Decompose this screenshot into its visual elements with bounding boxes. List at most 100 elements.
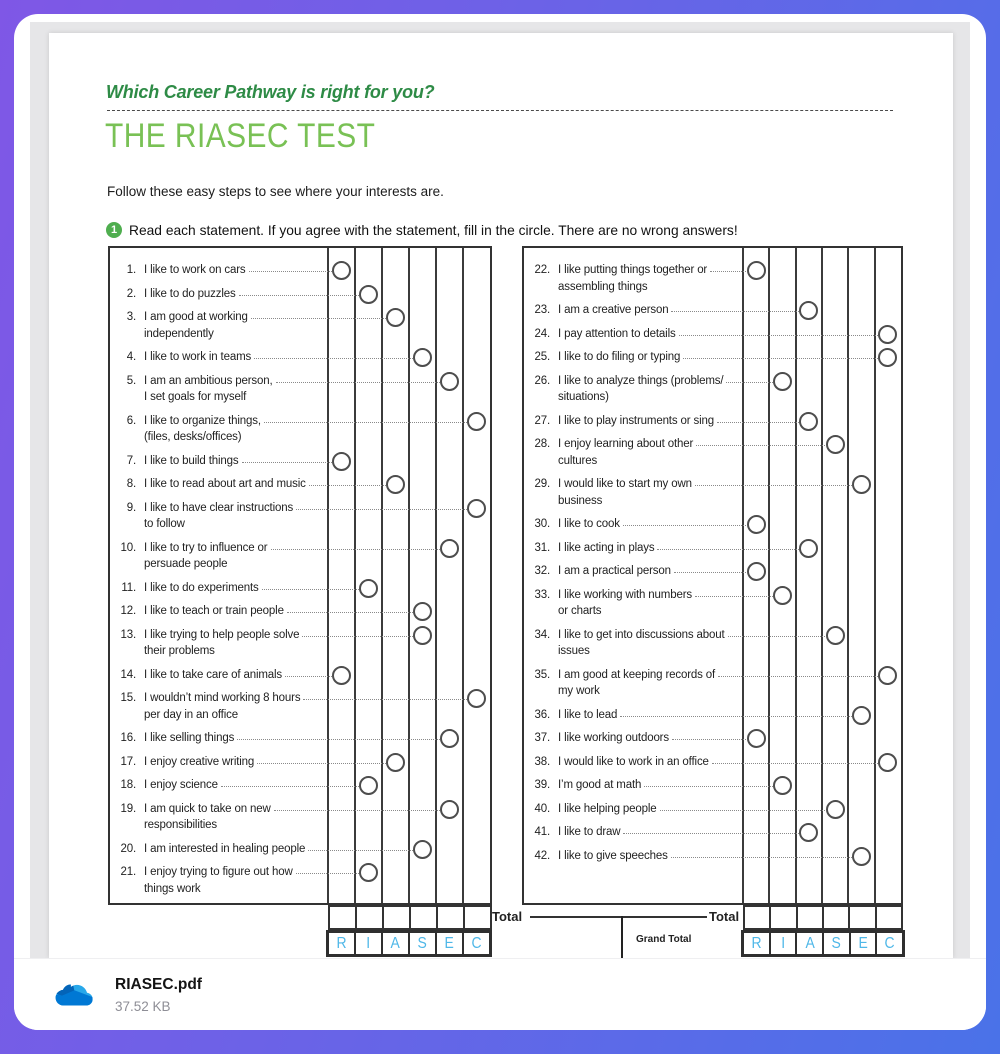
statement-text: I like to read about art and music <box>144 478 306 490</box>
dotted-leader <box>727 627 826 637</box>
dotted-leader <box>286 603 413 613</box>
statement-text: I like trying to help people solve their … <box>144 628 300 658</box>
step-text: Read each statement. If you agree with t… <box>129 222 738 238</box>
statement-number: 35. <box>534 668 550 681</box>
statement-number: 20. <box>120 842 136 855</box>
answer-circle <box>799 538 819 558</box>
statement-text: I like to draw <box>558 826 621 838</box>
answer-circle <box>825 799 845 819</box>
answer-circle <box>332 261 351 280</box>
statement-number: 41. <box>534 826 550 838</box>
statement-row: 9. I like to have clear instructions to fo… <box>110 498 490 533</box>
total-cell <box>874 907 901 928</box>
answer-circle <box>413 839 432 859</box>
eyebrow-heading: Which Career Pathway is right for you? <box>106 82 435 102</box>
column-line <box>462 248 464 903</box>
statement-number: 27. <box>534 414 550 427</box>
answer-circle <box>332 665 351 685</box>
dotted-leader <box>678 326 878 336</box>
total-cell <box>769 907 795 928</box>
column-line <box>435 248 437 903</box>
dotted-leader <box>296 500 467 510</box>
statement-row: 5. I am an ambitious person, I set goals f… <box>110 371 490 406</box>
dotted-leader <box>726 373 773 383</box>
onedrive-cloud-icon <box>55 983 93 1006</box>
statement-row: 15. I wouldn’t mind working 8 hours per da… <box>110 689 490 723</box>
answer-circle <box>359 776 378 795</box>
statement-text: I am good at working independently <box>144 311 248 340</box>
statement-number: 29. <box>534 478 550 490</box>
answer-circle <box>746 261 766 280</box>
statement-row: 12. I like to teach or train people <box>110 602 490 621</box>
riasec-letter-cell: I <box>768 933 796 954</box>
statement-text: I like to work in teams <box>144 351 252 363</box>
column-line <box>354 248 356 903</box>
answer-circle <box>359 578 378 598</box>
answer-circle <box>746 562 766 581</box>
statement-number: 25. <box>534 351 550 363</box>
statement-text: I would like to start my own business <box>558 478 692 507</box>
answer-circle <box>413 348 432 367</box>
statement-number: 38. <box>534 755 550 768</box>
answer-circle <box>878 665 898 685</box>
grand-total-label: Grand Total <box>636 934 692 945</box>
statement-row: 16. I like selling things <box>110 729 490 748</box>
riasec-letter-cell: I <box>354 933 381 954</box>
total-cell <box>409 907 436 928</box>
statement-number: 8. <box>126 478 136 490</box>
statement-row: 4. I like to work in teams <box>110 348 490 367</box>
statement-text: I like to teach or train people <box>144 605 284 617</box>
statement-row: 42. I like to give speeches <box>524 846 901 866</box>
dotted-leader <box>620 707 852 717</box>
total-connector-line <box>530 916 707 918</box>
statement-row: 34. I like to get into discussions about i… <box>524 625 901 660</box>
total-boxes-right <box>743 905 903 930</box>
attachment-card[interactable]: RIASEC.pdf 37.52 KB <box>14 958 986 1030</box>
statement-number: 15. <box>120 692 136 704</box>
dotted-leader <box>657 540 799 550</box>
statement-text: I wouldn’t mind working 8 hours per day i… <box>144 692 301 721</box>
intro-text: Follow these easy steps to see where you… <box>107 184 444 199</box>
statement-number: 33. <box>534 588 550 601</box>
statement-row: 24. I pay attention to details <box>524 324 901 344</box>
total-cell <box>355 907 382 928</box>
statement-text: I like selling things <box>144 732 235 744</box>
statement-row: 2. I like to do puzzles <box>110 284 490 304</box>
statement-number: 17. <box>120 755 136 768</box>
dotted-leader <box>241 453 332 463</box>
dotted-leader <box>673 563 747 573</box>
dotted-leader <box>250 309 386 319</box>
answer-circle <box>773 776 792 795</box>
statement-text: I like to take care of animals <box>144 668 283 681</box>
dotted-leader <box>622 516 747 526</box>
dotted-leader <box>671 302 799 312</box>
column-line <box>408 248 410 903</box>
statement-row: 28. I enjoy learning about other cultures <box>524 435 901 469</box>
statement-row: 23. I am a creative person <box>524 301 901 320</box>
statement-text: I like to get into discussions about issu… <box>558 628 725 658</box>
statement-row: 11. I like to do experiments <box>110 578 490 598</box>
dotted-leader <box>237 730 440 740</box>
statement-text: I enjoy trying to figure out how things w… <box>144 866 293 895</box>
statement-number: 18. <box>120 779 136 791</box>
statement-row: 10. I like to try to influence or persuade… <box>110 538 490 573</box>
statement-number: 34. <box>534 628 550 641</box>
statement-number: 4. <box>126 351 136 363</box>
statement-number: 31. <box>534 541 550 554</box>
file-name: RIASEC.pdf <box>115 975 202 993</box>
statement-number: 37. <box>534 732 550 744</box>
statement-row: 7. I like to build things <box>110 451 490 471</box>
dotted-leader <box>644 777 773 787</box>
column-line <box>768 248 771 903</box>
statement-number: 39. <box>534 779 550 791</box>
statement-row: 17. I enjoy creative writing <box>110 752 490 772</box>
dotted-leader <box>695 587 773 597</box>
answer-circle <box>773 585 792 605</box>
answer-circle <box>878 752 898 772</box>
step-number-badge: 1 <box>106 222 122 238</box>
statement-text: I am a practical person <box>558 565 671 577</box>
questionnaire-panel-right: 22. I like putting things together or asse… <box>522 246 903 905</box>
riasec-letter-cell: E <box>848 933 876 954</box>
statement-number: 21. <box>120 866 136 878</box>
